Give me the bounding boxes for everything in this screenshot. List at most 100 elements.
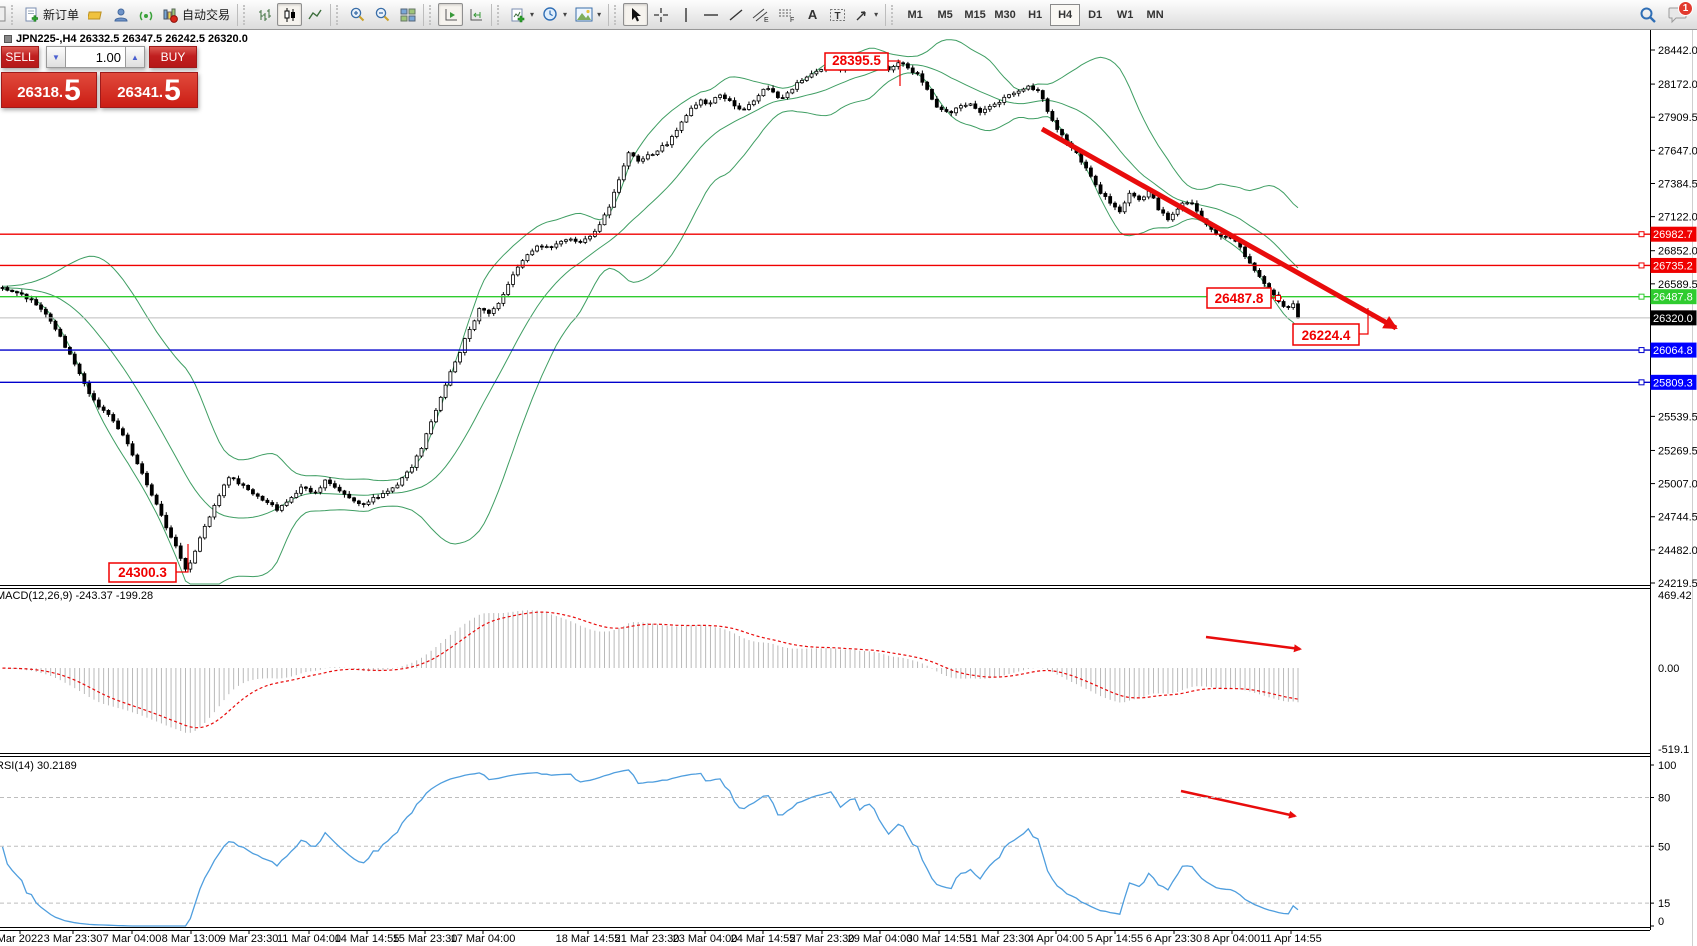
market-watch-button[interactable]	[83, 3, 108, 26]
volume-increase-button[interactable]: ▲	[125, 46, 145, 68]
svg-text:24482.0: 24482.0	[1658, 545, 1697, 557]
svg-text:26852.0: 26852.0	[1658, 246, 1697, 258]
timeframe-button-H1[interactable]: H1	[1028, 8, 1043, 21]
line-chart-button[interactable]	[302, 3, 327, 26]
svg-text:26487.8: 26487.8	[1215, 291, 1264, 306]
svg-text:26735.2: 26735.2	[1653, 260, 1693, 272]
zoom-out-icon	[375, 7, 390, 22]
clock-icon	[543, 7, 557, 21]
sell-price[interactable]: 26318. 5	[1, 72, 98, 108]
auto-scroll-icon	[445, 8, 457, 20]
panel-borders	[0, 30, 1693, 946]
new-order-button[interactable]: 新订单	[20, 3, 83, 26]
community-button[interactable]	[108, 3, 133, 26]
time-axis[interactable]: Mar 2022 3 Mar 23:30 7 Mar 04:00 8 Mar 13:0…	[0, 930, 1322, 945]
text-label-tool-button[interactable]: T	[825, 3, 850, 26]
buy-price[interactable]: 26341. 5	[100, 72, 198, 108]
trendline-icon	[729, 8, 743, 21]
svg-text:5 Apr 14:55: 5 Apr 14:55	[1087, 933, 1143, 945]
new-chart-icon	[511, 8, 525, 22]
auto-trading-button[interactable]: 自动交易	[158, 3, 234, 26]
fibonacci-tool-button[interactable]: F	[774, 3, 800, 26]
chart-window-icon	[4, 35, 12, 43]
chart-title: JPN225-,H4 26332.5 26347.5 26242.5 26320…	[4, 33, 248, 45]
timeframe-button-MN[interactable]: MN	[1146, 8, 1164, 21]
volume-input[interactable]	[66, 46, 125, 68]
dropdown-caret: ▾	[874, 10, 879, 19]
svg-text:17 Mar 04:00: 17 Mar 04:00	[451, 933, 516, 945]
timeframe-button-M30[interactable]: M30	[994, 8, 1016, 21]
search-button[interactable]	[1635, 3, 1661, 26]
new-chart-button[interactable]: ▾	[506, 3, 538, 26]
candlestick-icon	[284, 7, 295, 22]
zoom-in-button[interactable]	[345, 3, 370, 26]
rsi-trend-arrow[interactable]	[1180, 789, 1297, 819]
svg-text:29 Mar 04:00: 29 Mar 04:00	[848, 933, 913, 945]
trendline-tool-button[interactable]	[723, 3, 748, 26]
channel-tool-button[interactable]: E	[748, 3, 774, 26]
candlestick-chart-button[interactable]	[277, 3, 303, 26]
bar-chart-button[interactable]	[252, 3, 277, 26]
svg-text:31 Mar 23:30: 31 Mar 23:30	[966, 933, 1031, 945]
equidistant-channel-icon: E	[752, 8, 769, 23]
crosshair-tool-button[interactable]	[648, 3, 673, 26]
auto-trading-icon	[163, 8, 178, 23]
one-click-trading-panel: SELL ▼ ▲ BUY 26318.5 26341.5	[1, 46, 198, 108]
macd-indicator-label: MACD(12,26,9) -243.37 -199.28	[0, 590, 154, 602]
zoom-out-button[interactable]	[370, 3, 395, 26]
timeframe-button-M1[interactable]: M1	[907, 8, 923, 21]
vertical-line-tool-button[interactable]	[673, 3, 698, 26]
dropdown-caret: ▾	[530, 10, 535, 19]
text-icon: A	[807, 7, 818, 22]
fibonacci-icon: F	[779, 9, 794, 23]
auto-trading-label: 自动交易	[182, 8, 231, 22]
price-callout[interactable]: 26224.4	[1292, 308, 1369, 346]
sell-button[interactable]: SELL	[1, 46, 39, 68]
timeframe-button-H4[interactable]: H4	[1050, 3, 1081, 26]
templates-button[interactable]: ▾	[571, 3, 605, 26]
price-callout[interactable]: 26487.8	[1206, 287, 1282, 309]
horizontal-line-tool-button[interactable]	[698, 3, 723, 26]
svg-text:27 Mar 23:30: 27 Mar 23:30	[790, 933, 855, 945]
tile-windows-button[interactable]	[395, 3, 420, 26]
price-callout[interactable]: 28395.5	[824, 52, 901, 86]
svg-text:28172.0: 28172.0	[1658, 79, 1697, 91]
svg-text:18 Mar 14:55: 18 Mar 14:55	[556, 933, 621, 945]
main-trend-arrow[interactable]	[1040, 126, 1398, 331]
period-button[interactable]: ▾	[538, 3, 571, 26]
auto-scroll-button[interactable]	[438, 3, 464, 26]
svg-text:15 Mar 23:30: 15 Mar 23:30	[393, 933, 458, 945]
svg-text:F: F	[790, 17, 794, 23]
notifications-button[interactable]: 1	[1667, 0, 1693, 26]
volume-stepper: ▼ ▲	[46, 46, 145, 68]
buy-button[interactable]: BUY	[149, 46, 197, 68]
timeframe-button-M5[interactable]: M5	[937, 8, 953, 21]
timeframe-button-W1[interactable]: W1	[1116, 8, 1134, 21]
svg-text:24300.3: 24300.3	[118, 565, 167, 580]
timeframe-button-D1[interactable]: D1	[1088, 8, 1103, 21]
rsi-indicator-label: RSI(14) 30.2189	[0, 760, 77, 772]
svg-text:27122.0: 27122.0	[1658, 212, 1697, 224]
svg-text:4 Apr 04:00: 4 Apr 04:00	[1028, 933, 1084, 945]
timeframe-button-M15[interactable]: M15	[964, 8, 986, 21]
svg-text:469.42: 469.42	[1658, 590, 1692, 602]
vertical-line-icon	[684, 7, 687, 22]
cursor-tool-button[interactable]	[623, 3, 649, 26]
svg-text:14 Mar 14:55: 14 Mar 14:55	[335, 933, 400, 945]
svg-text:0.00: 0.00	[1658, 663, 1679, 675]
price-callout[interactable]: 24300.3	[108, 544, 189, 583]
arrows-tool-button[interactable]: ▾	[850, 3, 882, 26]
macd-trend-arrow[interactable]	[1205, 635, 1302, 653]
clipped-toolbar-icon[interactable]	[0, 5, 9, 25]
svg-text:24744.5: 24744.5	[1658, 512, 1697, 524]
svg-text:24219.5: 24219.5	[1658, 578, 1697, 590]
cursor-icon	[632, 7, 642, 21]
text-tool-button[interactable]: A	[800, 3, 825, 26]
signals-button[interactable]	[133, 3, 158, 26]
svg-text:E: E	[764, 17, 769, 23]
price-axis[interactable]: 28442.0 28172.0 27909.5 27647.0 27384.5 27122…	[1650, 45, 1697, 928]
new-order-icon	[25, 7, 38, 22]
chart-shift-button[interactable]	[463, 3, 488, 26]
volume-decrease-button[interactable]: ▼	[46, 46, 66, 68]
